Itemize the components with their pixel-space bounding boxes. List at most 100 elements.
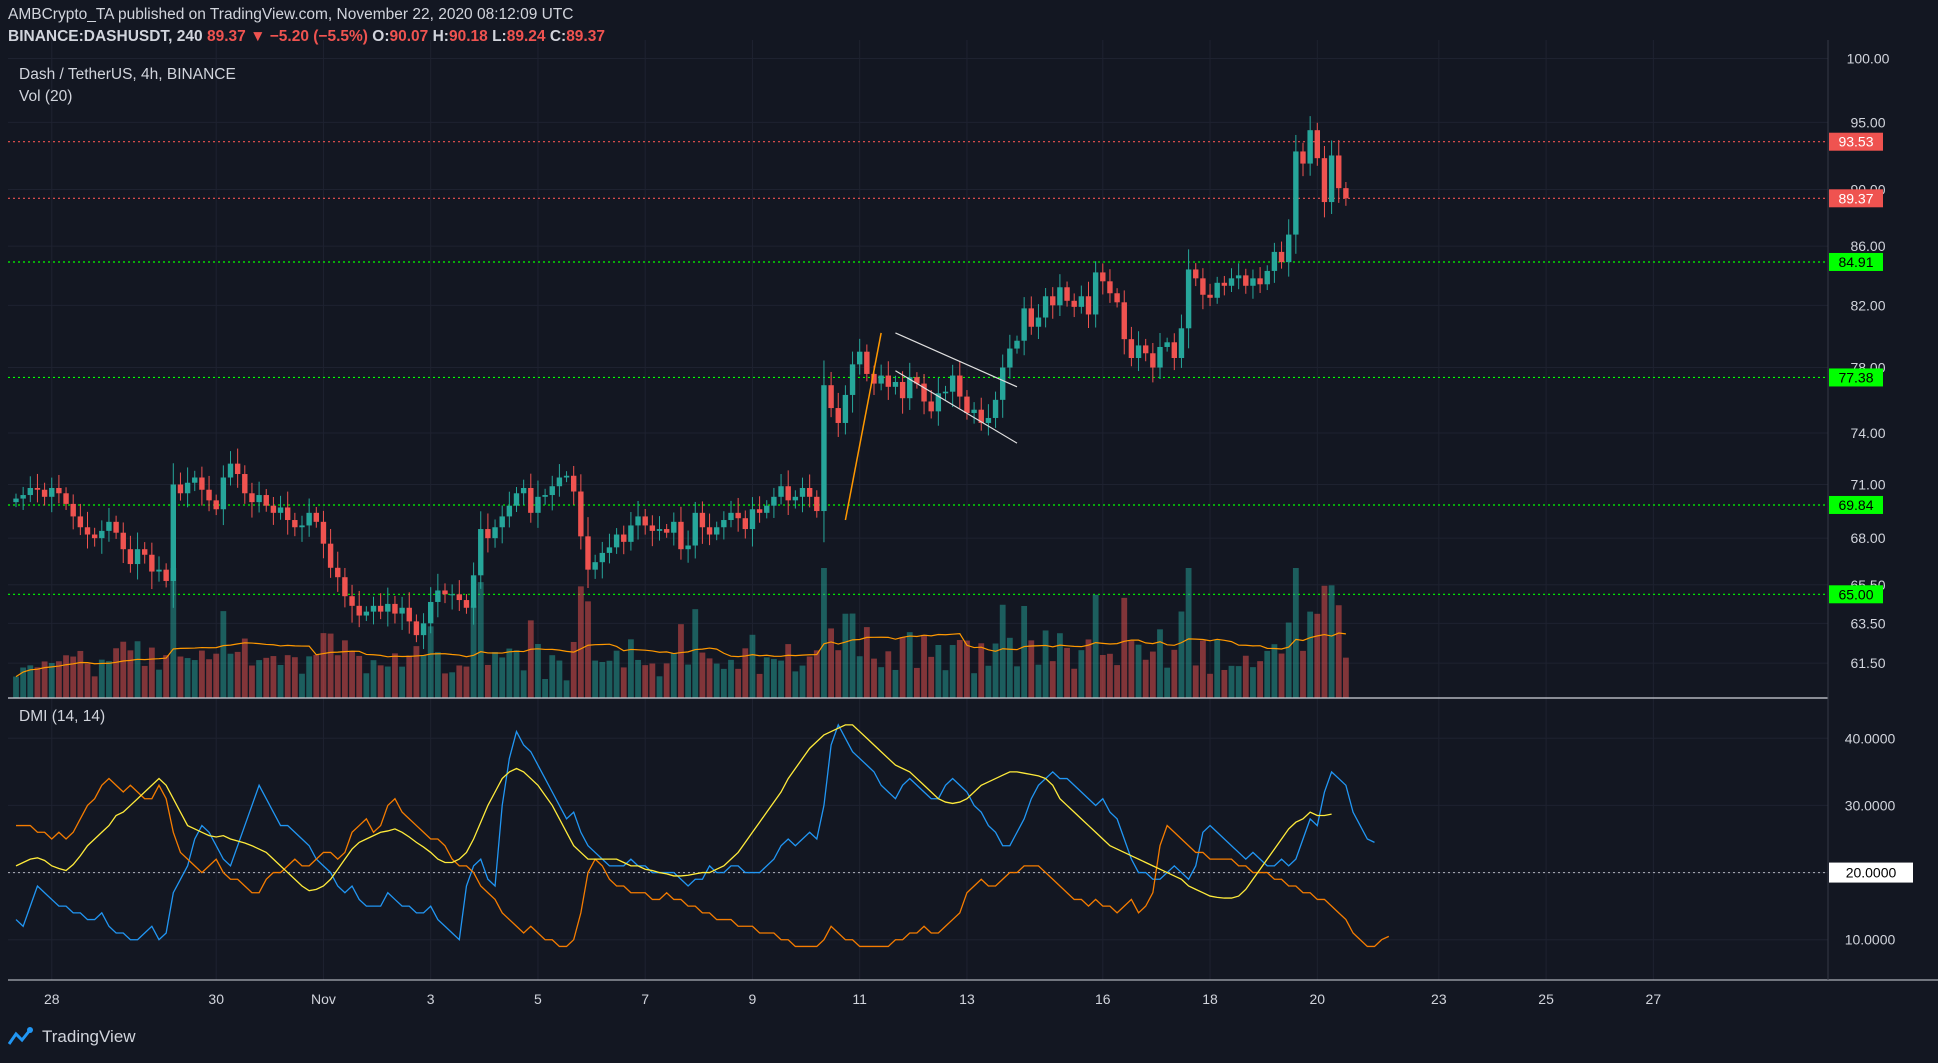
candle-body: [1271, 251, 1278, 271]
volume-bar: [585, 601, 591, 698]
symbol-name[interactable]: BINANCE:DASHUSDT, 240: [8, 28, 203, 45]
candle-body: [349, 596, 355, 606]
volume-bar: [234, 651, 241, 698]
candle-body: [1257, 278, 1263, 285]
candle-body: [170, 484, 176, 581]
candle-body: [649, 525, 656, 531]
volume-bar: [656, 676, 663, 698]
volume-bar: [1049, 661, 1056, 698]
volume-bar: [392, 653, 398, 698]
level-price-badge: [1829, 368, 1883, 387]
volume-bar: [1171, 649, 1178, 698]
candle-body: [342, 577, 348, 597]
candle-body: [849, 364, 856, 395]
volume-bar: [835, 650, 842, 698]
candle-body: [1200, 278, 1206, 295]
volume-bar: [1021, 605, 1028, 698]
candle-body: [456, 594, 462, 601]
volume-bar: [956, 640, 963, 698]
candle-body: [971, 409, 977, 414]
candle-body: [1157, 346, 1163, 368]
volume-bar: [1014, 666, 1020, 698]
price-tick-label: 68.00: [1850, 530, 1885, 546]
candle-body: [949, 375, 956, 392]
candle-body: [964, 396, 970, 414]
volume-bar: [434, 652, 441, 698]
volume-bar: [449, 672, 456, 698]
volume-bar: [856, 656, 863, 698]
candle-body: [542, 495, 548, 497]
volume-bar: [1242, 655, 1249, 698]
candle-body: [127, 549, 134, 565]
level-price-text: 65.00: [1838, 586, 1873, 602]
volume-bar: [942, 670, 949, 698]
candle-body: [928, 401, 934, 412]
candle-body: [234, 463, 241, 475]
volume-bar: [363, 673, 370, 698]
candle-body: [1107, 281, 1113, 294]
candle-body: [1193, 269, 1199, 279]
candle-body: [599, 552, 605, 563]
volume-bar: [1142, 659, 1149, 698]
candle-body: [663, 529, 670, 533]
candle-body: [1092, 272, 1099, 315]
volume-bar: [70, 656, 77, 698]
main-legend[interactable]: Dash / TetherUS, 4h, BINANCE: [19, 66, 236, 83]
price-tick-label: 95.00: [1850, 114, 1885, 130]
volume-legend[interactable]: Vol (20): [19, 88, 73, 105]
dmi-tick-label: 10.0000: [1845, 932, 1896, 948]
volume-bar: [849, 613, 856, 698]
candle-body: [1221, 282, 1228, 286]
volume-bar: [249, 665, 255, 698]
volume-bar: [420, 655, 427, 698]
candle-body: [1328, 155, 1335, 203]
volume-bar: [148, 647, 155, 698]
volume-bar: [842, 613, 849, 698]
volume-bar: [964, 640, 970, 698]
dmi-reference-text: 20.0000: [1846, 865, 1897, 881]
price-tick-label: 82.00: [1850, 297, 1885, 313]
candle-body: [806, 487, 813, 497]
volume-bar: [606, 660, 613, 698]
dmi-lines: [8, 723, 1828, 948]
candle-body: [728, 512, 734, 521]
time-tick-label: 25: [1538, 991, 1554, 1007]
candle-body: [449, 594, 455, 596]
candle-body: [134, 549, 141, 565]
tradingview-brand[interactable]: TradingView: [8, 1026, 136, 1048]
candle-body: [199, 477, 205, 490]
candle-body: [1293, 151, 1299, 235]
volume-bar: [492, 652, 498, 698]
volume-bar: [949, 645, 956, 698]
candle-body: [499, 516, 505, 528]
dmi-tick-label: 40.0000: [1845, 730, 1896, 746]
candle-body: [49, 487, 55, 497]
candle-body: [528, 487, 534, 513]
tradingview-logo-icon: [8, 1027, 33, 1045]
volume-bar: [556, 660, 563, 698]
volume-bar: [1121, 597, 1128, 698]
volume-bar: [1092, 594, 1099, 698]
candle-body: [606, 547, 613, 553]
candle-body: [535, 496, 541, 513]
candle-body: [227, 463, 234, 478]
volume-bar: [992, 643, 999, 698]
candle-body: [1121, 302, 1127, 340]
candle-body: [1042, 296, 1049, 318]
candle-body: [327, 543, 334, 568]
candle-body: [335, 567, 341, 578]
candle-body: [642, 516, 648, 526]
candle-body: [1307, 130, 1313, 164]
candle-body: [828, 385, 834, 409]
candle-body: [506, 505, 513, 517]
candle-body: [13, 498, 19, 503]
dmi-legend[interactable]: DMI (14, 14): [19, 708, 106, 725]
candle-body: [84, 527, 91, 535]
candle-body: [978, 409, 984, 423]
candle-body: [1235, 275, 1242, 279]
candle-body: [492, 527, 498, 539]
volume-bar: [678, 624, 684, 698]
volume-bar: [592, 660, 599, 698]
volume-bar: [313, 654, 320, 698]
